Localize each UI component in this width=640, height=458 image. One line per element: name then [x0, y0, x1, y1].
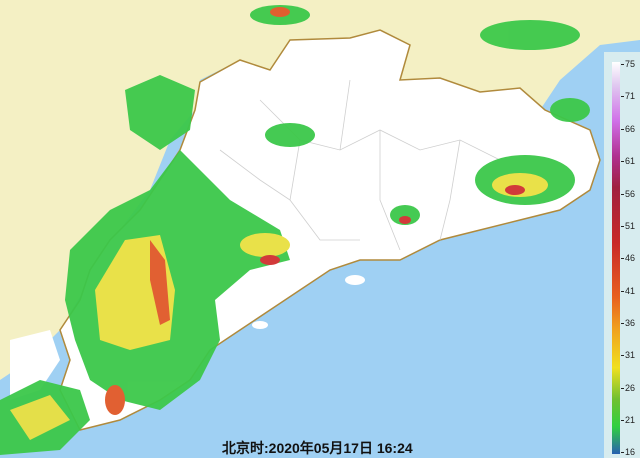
legend-tick: 21 — [621, 416, 635, 425]
legend-tick: 26 — [621, 384, 635, 393]
legend-tick: 66 — [621, 125, 635, 134]
legend-tick: 56 — [621, 190, 635, 199]
legend-tick: 71 — [621, 92, 635, 101]
legend-tick: 51 — [621, 222, 635, 231]
legend-tick: 41 — [621, 287, 635, 296]
legend-tick: 46 — [621, 254, 635, 263]
region-left-land — [10, 330, 60, 400]
radar-echoes — [0, 5, 590, 455]
legend-tick: 31 — [621, 351, 635, 360]
legend-tick: 36 — [621, 319, 635, 328]
reflectivity-legend: 75 71 66 61 56 51 46 41 36 31 26 21 16 — [604, 52, 640, 458]
timestamp-label: 北京时:2020年05月17日 16:24 — [222, 440, 413, 456]
islands — [78, 275, 365, 416]
color-scale-bar — [612, 62, 620, 454]
legend-tick: 75 — [621, 60, 635, 69]
county-borders — [219, 79, 501, 251]
legend-tick: 16 — [621, 448, 635, 457]
legend-tick: 61 — [621, 157, 635, 166]
